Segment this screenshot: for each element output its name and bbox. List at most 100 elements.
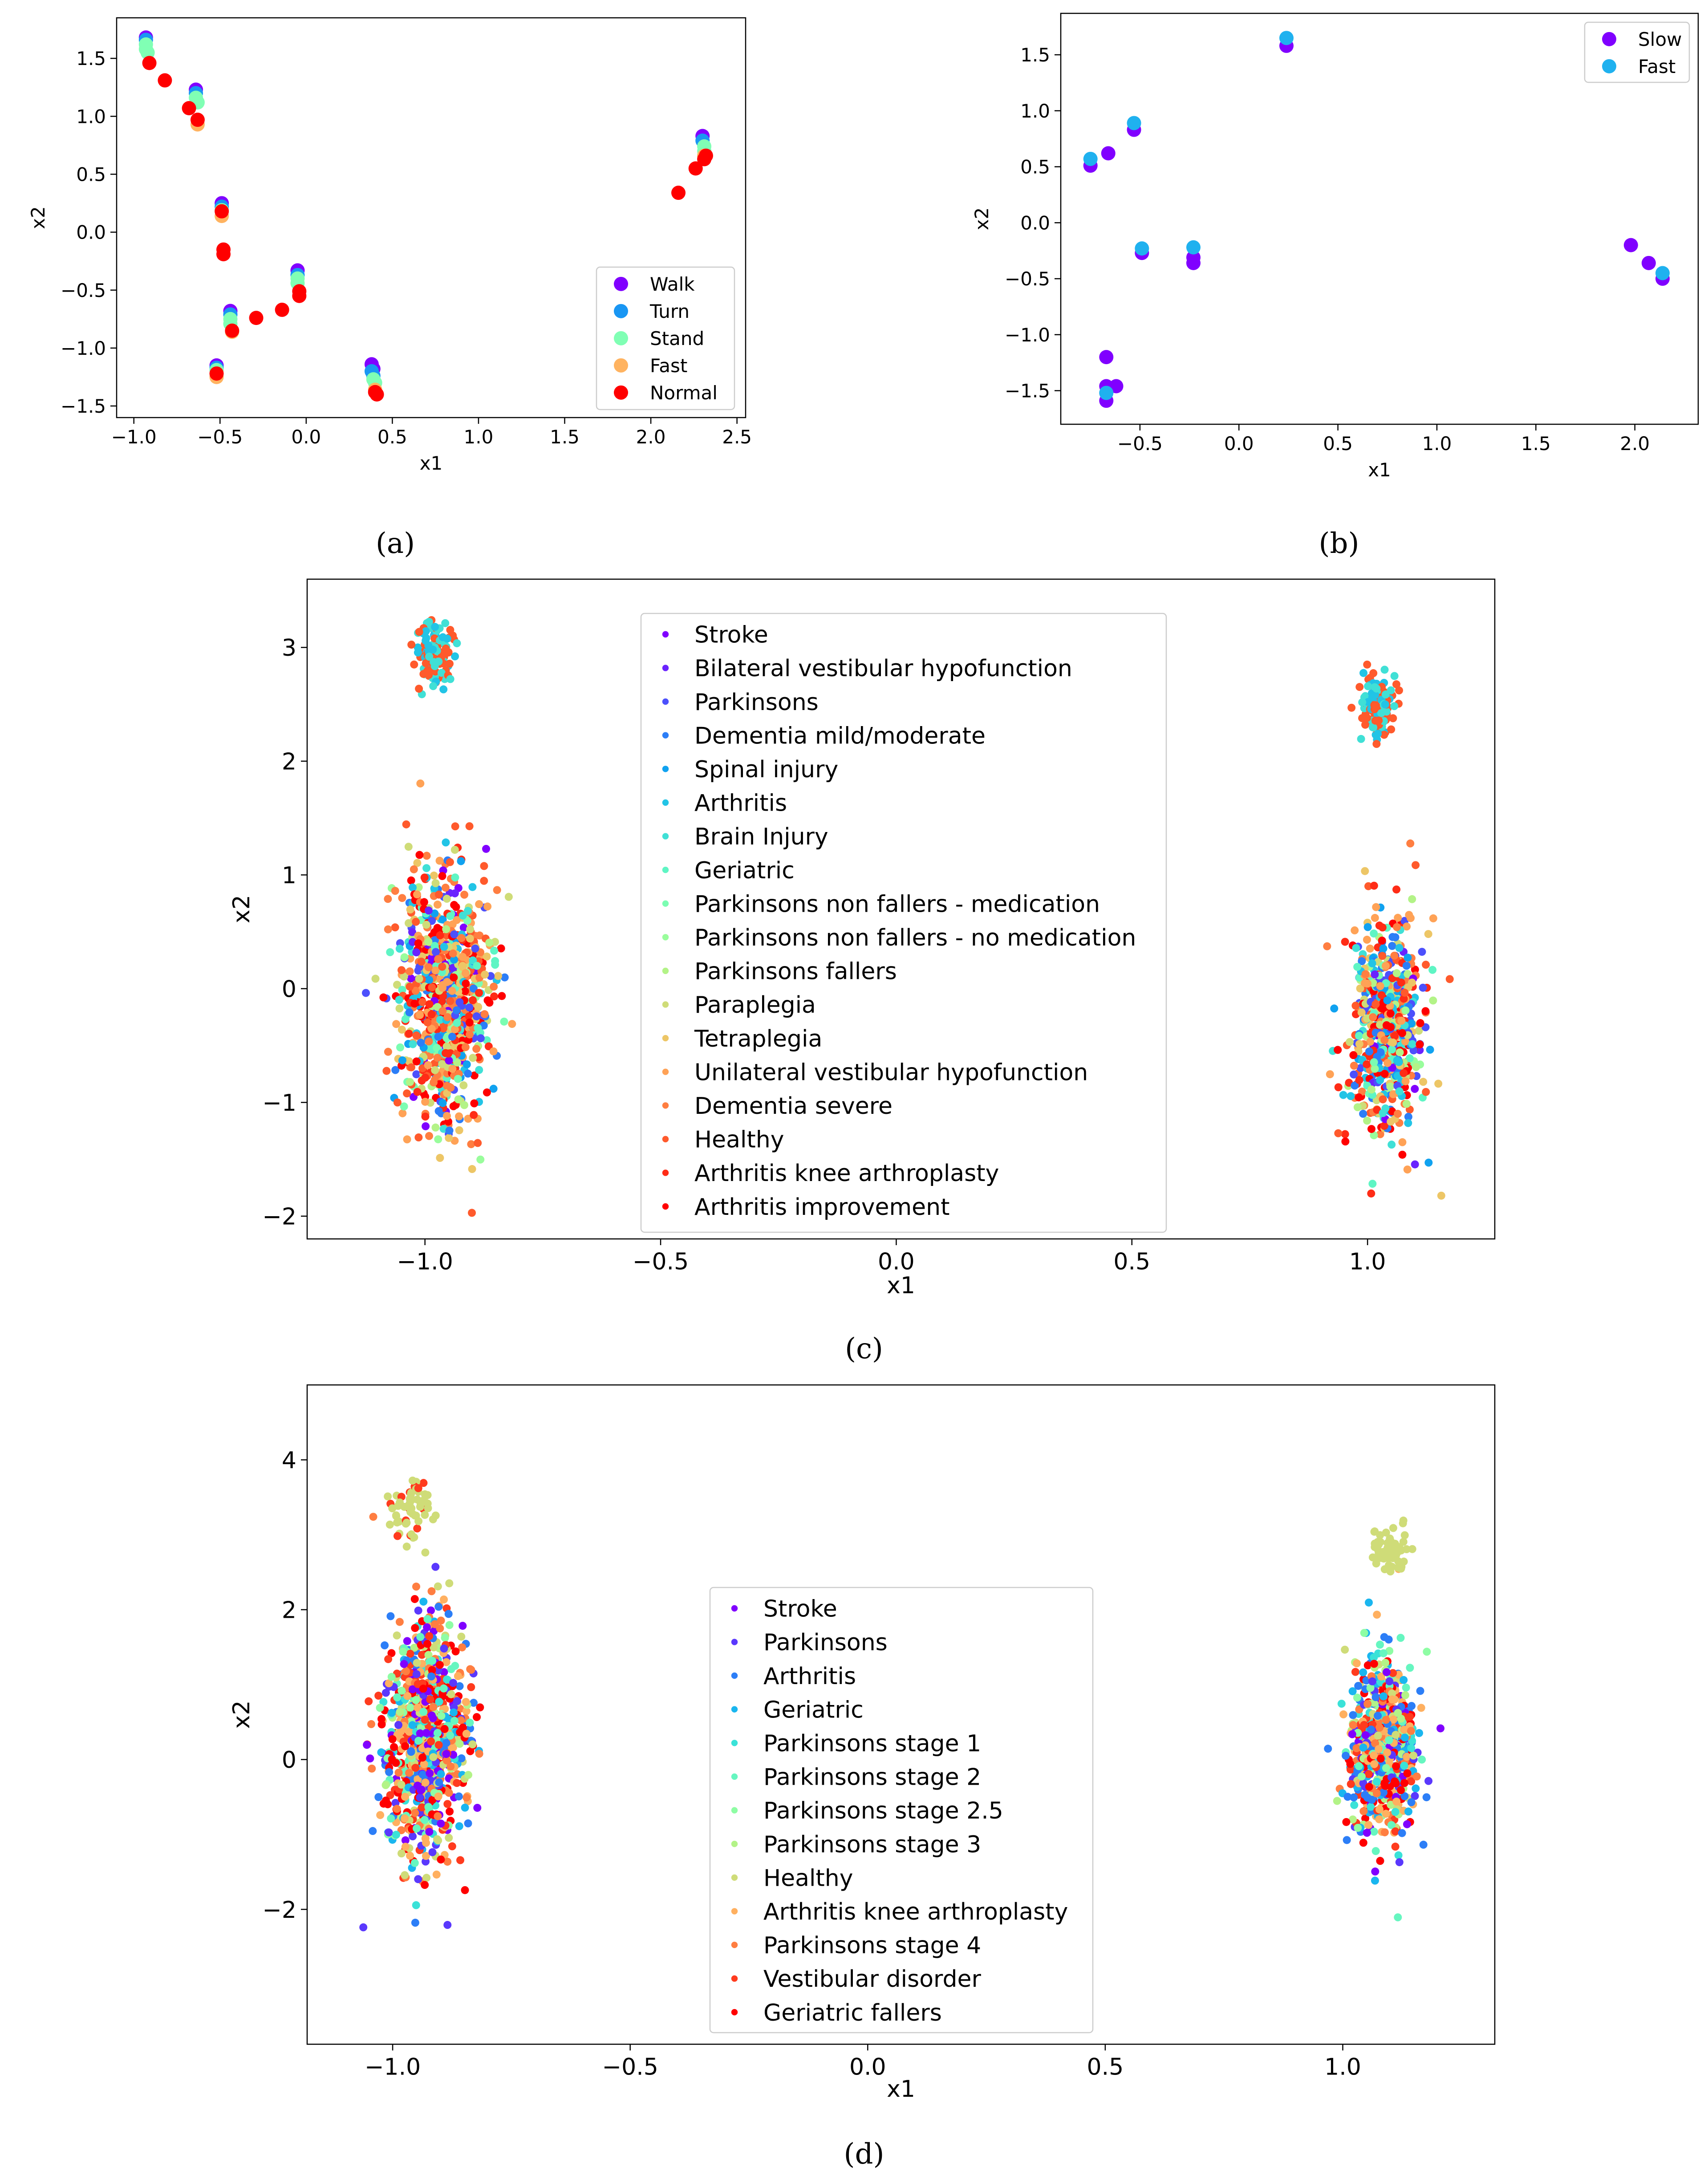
y-tick-label: 3 [282, 635, 296, 662]
scatter-point [1393, 923, 1401, 931]
legend-label: Unilateral vestibular hypofunction [694, 1059, 1088, 1086]
scatter-point [1387, 1821, 1396, 1829]
scatter-point [452, 1006, 461, 1015]
y-tick-label: 1.5 [76, 48, 106, 69]
scatter-point [1371, 1527, 1379, 1536]
scatter-point [457, 857, 465, 865]
panel-c: −1.0 −0.5 0.0 0.5 1.0 −2 −1 0 1 2 3 x1 x2 Stroke Bilat… [228, 578, 1496, 1299]
scatter-point [400, 1814, 409, 1823]
scatter-point [387, 1673, 396, 1681]
scatter-point [1360, 1629, 1368, 1637]
scatter-point [455, 1112, 463, 1120]
scatter-point [1392, 1762, 1400, 1770]
scatter-point [1404, 1119, 1412, 1127]
scatter-point [1348, 1687, 1357, 1696]
scatter-point [1379, 1649, 1387, 1657]
legend-marker [662, 833, 669, 840]
scatter-point [1359, 1743, 1367, 1752]
scatter-point [459, 923, 468, 932]
scatter-point [1341, 1130, 1349, 1138]
scatter-point [461, 1803, 469, 1812]
legend-label: Parkinsons stage 2 [763, 1764, 981, 1791]
scatter-point [431, 1620, 439, 1628]
scatter-point [500, 973, 509, 982]
scatter-point [1341, 1645, 1349, 1654]
scatter-point [425, 1000, 434, 1008]
point-slow [1101, 146, 1116, 161]
scatter-point [1412, 1063, 1420, 1071]
scatter-point [414, 1606, 422, 1615]
y-tick-label: 1.5 [1020, 44, 1050, 66]
scatter-point [451, 822, 459, 831]
scatter-point [441, 619, 450, 627]
scatter-point [421, 1716, 429, 1724]
point-slow [1641, 256, 1656, 270]
scatter-point [411, 1624, 419, 1632]
scatter-point [1346, 1038, 1354, 1046]
scatter-point [1374, 1712, 1382, 1720]
scatter-point [434, 1582, 442, 1591]
x-axis-label: x1 [887, 1272, 915, 1299]
legend-label: Parkinsons [694, 689, 819, 716]
scatter-point [419, 1479, 428, 1487]
scatter-point [457, 934, 466, 942]
scatter-point [1354, 1682, 1363, 1690]
y-tick-label: 0.5 [76, 164, 106, 186]
scatter-point [1408, 1702, 1416, 1710]
scatter-point [434, 1792, 442, 1801]
legend-marker [1602, 59, 1616, 73]
scatter-point [377, 1748, 385, 1757]
scatter-point [1406, 1713, 1414, 1721]
scatter-point [1416, 1687, 1424, 1695]
scatter-point [1363, 1060, 1371, 1068]
scatter-point [464, 1069, 472, 1078]
scatter-point [1366, 1038, 1375, 1046]
scatter-point [1392, 969, 1401, 978]
caption-c: (c) [845, 1332, 883, 1365]
scatter-point [413, 1659, 421, 1667]
scatter-point [437, 1770, 445, 1778]
panel-d: −1.0 −0.5 0.0 0.5 1.0 −2 0 2 4 x1 x2 Stroke Parkinso… [228, 1384, 1496, 2103]
scatter-point [1401, 1006, 1410, 1015]
scatter-point [431, 966, 440, 974]
y-tick-label: 1.0 [1020, 100, 1050, 122]
y-tick-label: −2 [262, 1897, 296, 1924]
scatter-point [473, 962, 481, 970]
scatter-point [476, 1034, 485, 1043]
legend-label: Brain Injury [694, 824, 828, 850]
scatter-point [379, 993, 388, 1002]
scatter-point [420, 873, 429, 882]
scatter-point [454, 1672, 462, 1681]
scatter-point [1361, 1814, 1370, 1823]
scatter-point [1380, 666, 1389, 674]
scatter-point [1392, 680, 1400, 689]
scatter-point [433, 924, 442, 932]
scatter-point [1400, 1676, 1408, 1684]
scatter-point [1398, 1138, 1407, 1146]
scatter-point [1372, 903, 1380, 911]
scatter-point [1397, 1564, 1405, 1573]
scatter-point [426, 1695, 434, 1704]
scatter-point [1387, 1023, 1395, 1031]
scatter-point [398, 1025, 406, 1034]
legend-label: Paraplegia [694, 992, 816, 1019]
scatter-point [475, 931, 484, 940]
scatter-point [1390, 702, 1399, 710]
scatter-point [1407, 1777, 1416, 1786]
scatter-point [374, 1692, 383, 1700]
scatter-point [420, 1816, 429, 1824]
scatter-point [433, 1835, 442, 1843]
scatter-point [1381, 1659, 1390, 1667]
scatter-point [1379, 1095, 1387, 1104]
scatter-point [1382, 1764, 1390, 1772]
scatter-point [1376, 1640, 1384, 1649]
scatter-point [1380, 1036, 1389, 1044]
scatter-point [413, 1824, 421, 1833]
scatter-point [381, 1641, 389, 1650]
scatter-point [435, 1697, 443, 1706]
scatter-point [464, 1819, 472, 1827]
scatter-point [469, 1054, 477, 1062]
legend-label: Turn [649, 300, 690, 322]
x-tick-label: 0.5 [377, 426, 407, 448]
scatter-point [384, 1047, 392, 1056]
